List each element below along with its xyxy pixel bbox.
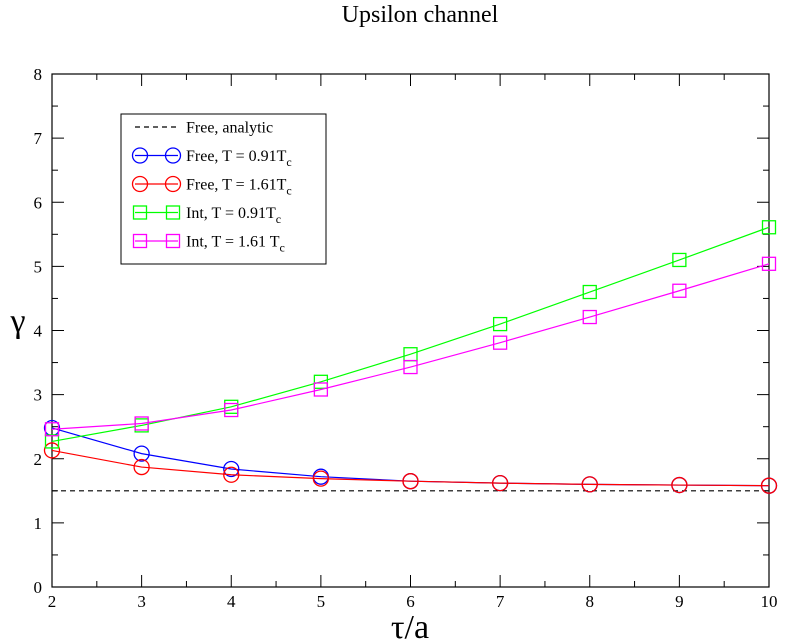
y-tick-label: 6 (34, 193, 43, 212)
legend-item-4: Int, T = 1.61 Tc (132, 233, 285, 255)
data-point (224, 402, 239, 418)
series-1 (43, 419, 778, 494)
data-point (491, 474, 509, 492)
legend-marker (164, 147, 182, 164)
y-tick-label: 7 (34, 129, 43, 148)
legend: Free, analytic Free, T = 0.91Tc Free, T = … (120, 113, 327, 265)
data-point (761, 220, 777, 235)
x-tick-label: 4 (227, 592, 236, 611)
data-point (313, 382, 329, 397)
series-line (51, 449, 770, 487)
x-tick-label: 7 (496, 592, 505, 611)
y-axis-label: γ (9, 303, 25, 340)
series-layer (43, 220, 778, 494)
data-point (313, 374, 329, 389)
data-point (760, 477, 778, 494)
data-point (581, 476, 598, 493)
data-point (44, 422, 60, 437)
data-point (761, 256, 777, 271)
legend-label: Free, analytic (186, 120, 273, 137)
data-point (671, 476, 688, 494)
data-point (672, 252, 687, 268)
series-line (51, 427, 770, 487)
legend-label: Int, T = 1.61 Tc (186, 234, 285, 255)
legend-item-0: Free, analytic (135, 120, 273, 137)
y-tick-label: 5 (34, 257, 43, 276)
chart-title: Upsilon channel (342, 2, 499, 28)
x-tick-label: 10 (761, 592, 778, 611)
data-point (402, 473, 419, 490)
data-point (492, 316, 508, 332)
legend-marker (132, 233, 148, 249)
legend-marker (131, 175, 149, 193)
axis-ticks: 2 3 4 5 6 7 8 9 10 0 1 2 3 4 5 6 7 8 (34, 65, 778, 611)
data-point (43, 442, 61, 459)
legend-item-1: Free, T = 0.91Tc (131, 147, 292, 169)
y-tick-label: 8 (34, 65, 43, 84)
x-tick-label: 2 (48, 592, 57, 611)
series-2 (43, 442, 778, 494)
data-point (582, 284, 597, 300)
y-tick-label: 2 (34, 450, 43, 469)
data-point (403, 359, 418, 375)
series-4 (44, 256, 777, 437)
data-point (582, 309, 597, 325)
data-point (133, 445, 150, 462)
legend-label: Int, T = 0.91Tc (186, 205, 281, 226)
data-point (134, 416, 149, 431)
data-point (223, 466, 240, 483)
legend-box (120, 113, 327, 265)
y-tick-label: 4 (34, 322, 43, 341)
data-point (672, 283, 687, 298)
legend-marker (165, 205, 181, 220)
legend-marker (164, 175, 182, 193)
data-point (312, 470, 330, 487)
y-tick-label: 0 (34, 578, 43, 597)
legend-label: Free, T = 1.61Tc (186, 177, 292, 198)
legend-item-2: Free, T = 1.61Tc (131, 175, 292, 198)
x-tick-label: 9 (675, 592, 684, 611)
legend-marker (132, 205, 148, 220)
x-tick-label: 6 (406, 592, 415, 611)
legend-label: Free, T = 0.91Tc (186, 148, 292, 169)
data-point (44, 434, 60, 449)
x-tick-label: 8 (586, 592, 595, 611)
x-tick-label: 3 (137, 592, 146, 611)
data-point (492, 335, 508, 350)
data-point (133, 458, 150, 476)
x-axis-label: τ/a (391, 609, 429, 643)
series-line (51, 263, 770, 430)
legend-marker (165, 233, 181, 249)
legend-marker (131, 147, 149, 164)
y-tick-label: 3 (34, 386, 43, 405)
legend-item-3: Int, T = 0.91Tc (132, 205, 281, 226)
data-point (223, 460, 240, 478)
x-tick-label: 5 (317, 592, 326, 611)
y-tick-label: 1 (34, 514, 43, 533)
